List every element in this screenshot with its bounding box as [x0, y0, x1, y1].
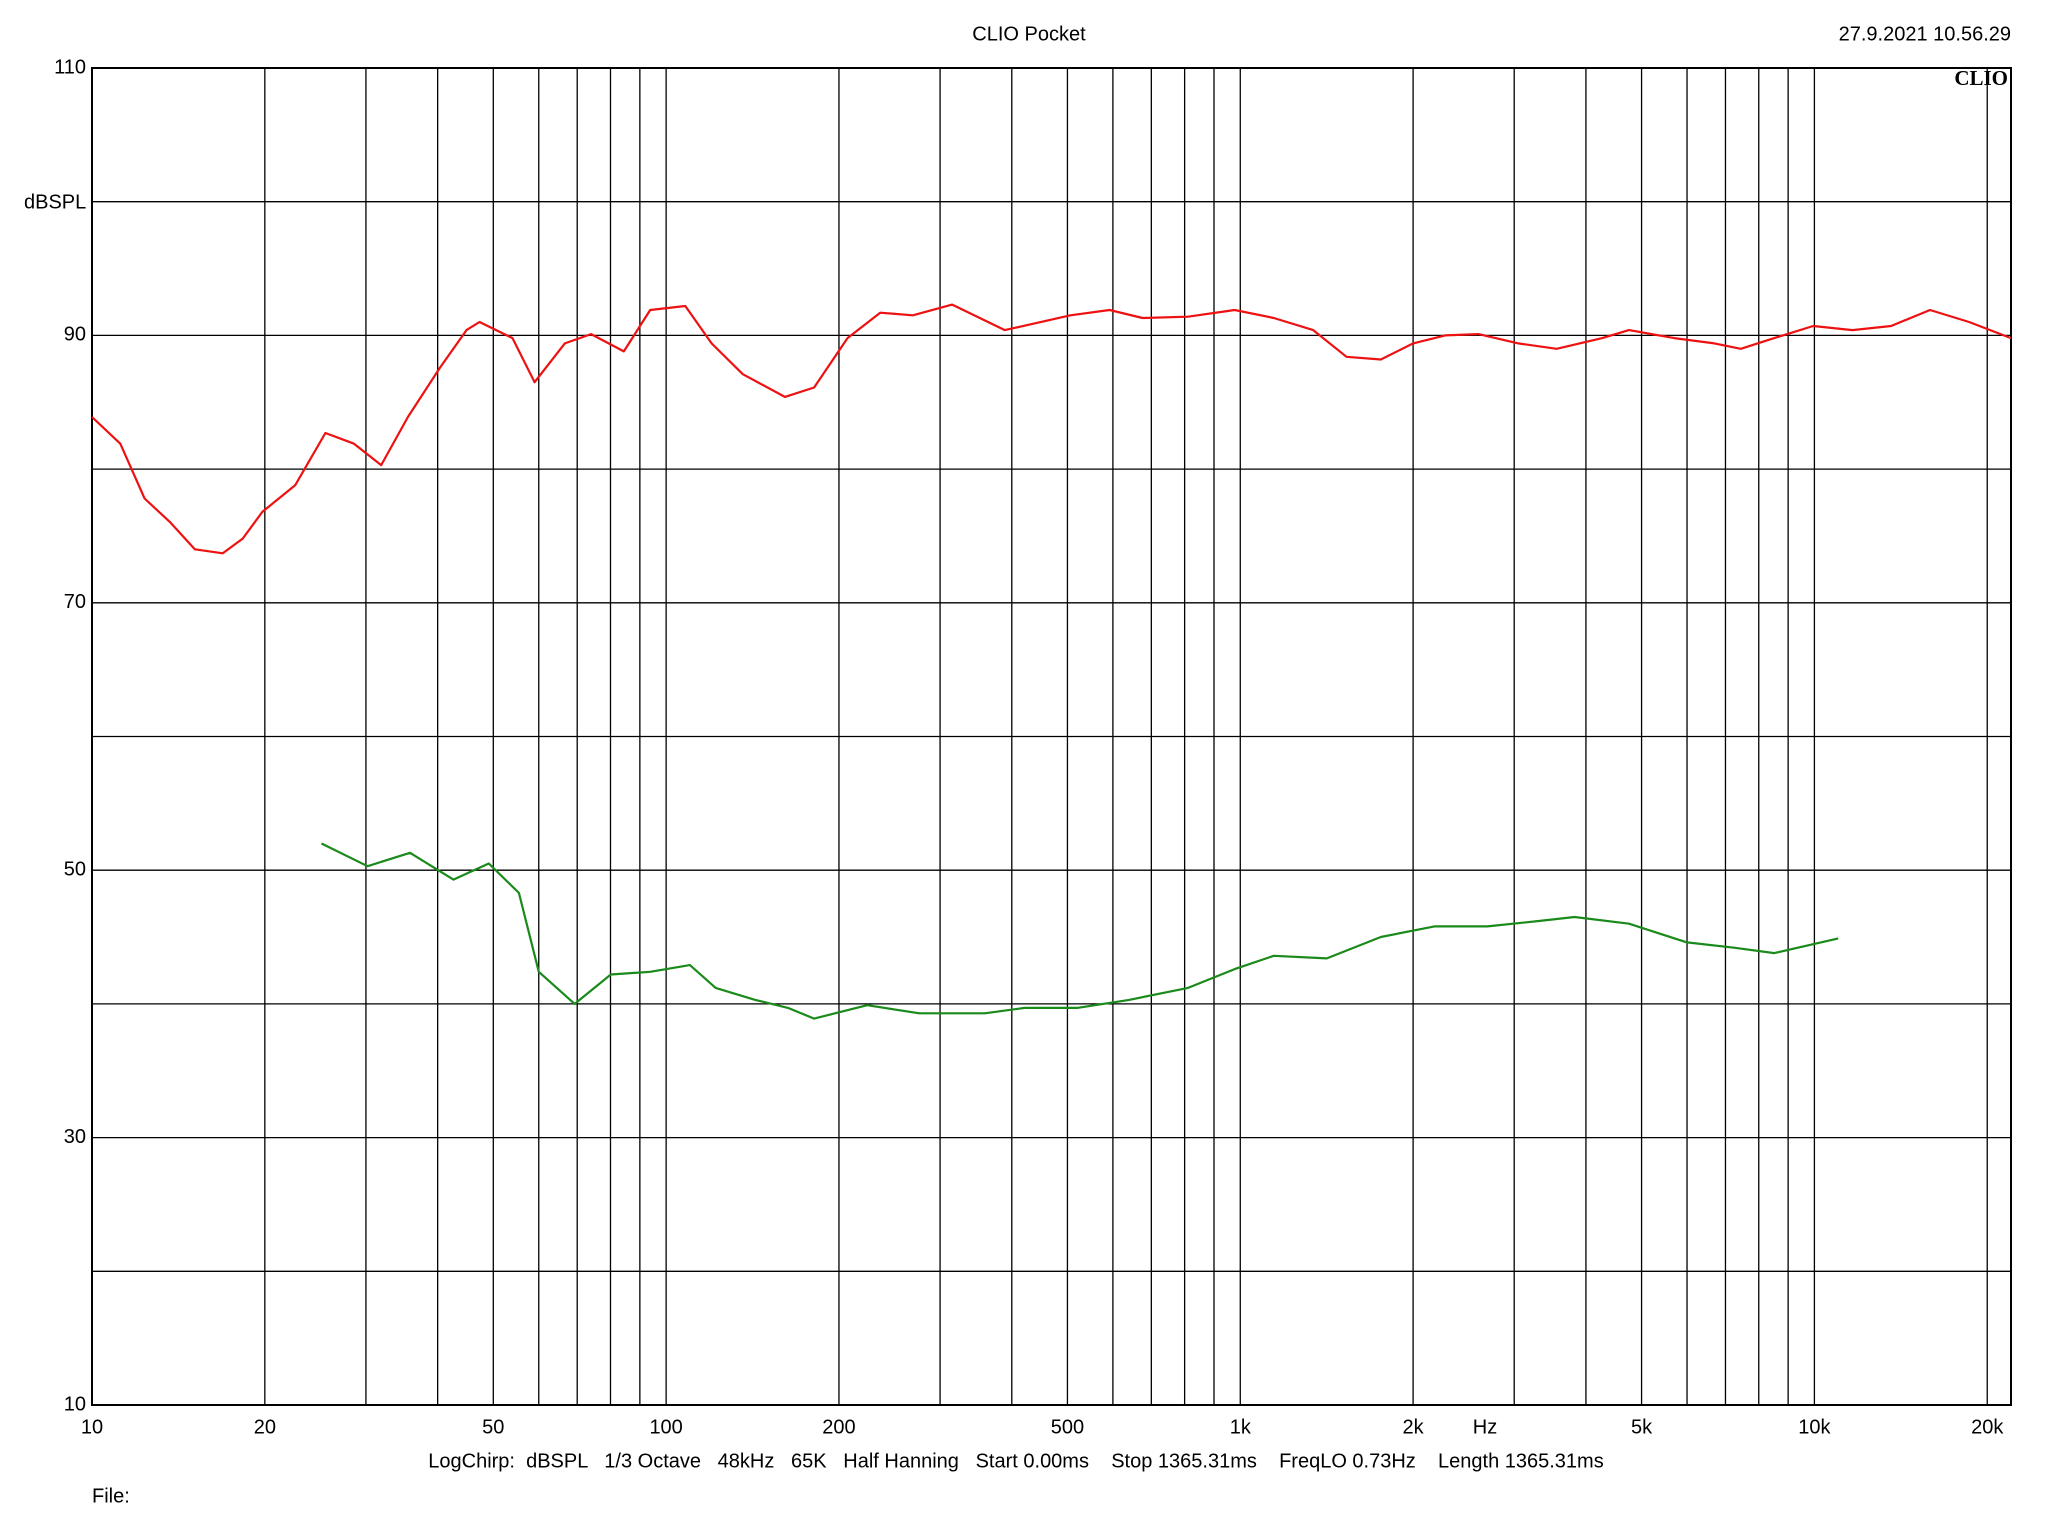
- y-tick-label: 110: [54, 56, 86, 78]
- x-tick-label: 20: [254, 1416, 276, 1438]
- x-tick-label: 20k: [1971, 1416, 2004, 1438]
- x-tick-label: 100: [649, 1416, 682, 1438]
- y-tick-label: 30: [64, 1126, 86, 1148]
- logo: CLIO: [1954, 66, 2008, 90]
- file-label: File:: [92, 1485, 130, 1507]
- x-tick-label: 500: [1051, 1416, 1084, 1438]
- x-tick-label: 50: [482, 1416, 504, 1438]
- x-axis-label: Hz: [1473, 1416, 1497, 1438]
- y-tick-label: 50: [64, 858, 86, 880]
- plot-frame: [91, 67, 2012, 1406]
- x-tick-label: 2k: [1403, 1416, 1425, 1438]
- x-tick-label: 1k: [1230, 1416, 1252, 1438]
- chart-title: CLIO Pocket: [972, 23, 1086, 45]
- x-tick-label: 5k: [1631, 1416, 1653, 1438]
- y-tick-label: 10: [64, 1393, 86, 1415]
- y-axis-label: dBSPL: [24, 191, 86, 213]
- date: 27.9.2021 10.56.29: [1839, 23, 2011, 45]
- y-tick-label: 90: [64, 324, 86, 346]
- data-line: [321, 842, 1839, 1020]
- x-tick-label: 10: [81, 1416, 103, 1438]
- x-tick-label: 10k: [1798, 1416, 1831, 1438]
- y-tick-label: 70: [64, 591, 86, 613]
- data-line: [91, 303, 2012, 555]
- footer: LogChirp: dBSPL 1/3 Octave 48kHz 65K Hal…: [428, 1450, 1603, 1472]
- x-tick-label: 200: [822, 1416, 855, 1438]
